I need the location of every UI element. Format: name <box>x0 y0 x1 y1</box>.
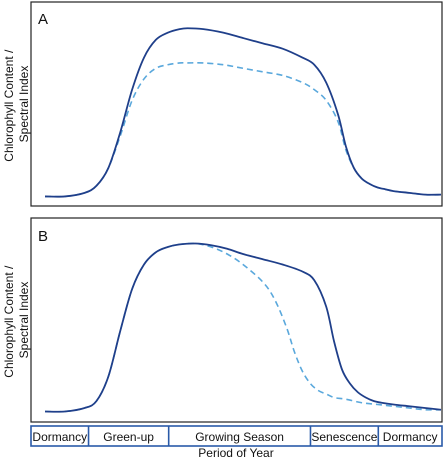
period-label-green-up: Green-up <box>103 430 154 444</box>
period-label-growing-season: Growing Season <box>195 430 284 444</box>
panel-b-label: B <box>38 228 48 245</box>
period-label-senescence: Senescence <box>311 430 377 444</box>
panel-a-solid-series-line <box>44 27 442 198</box>
panel-a-frame <box>30 1 443 207</box>
panel-b-solid-series-line <box>44 242 442 413</box>
period-label-dormancy: Dormancy <box>32 430 87 444</box>
panel-b-frame <box>30 217 443 423</box>
panel-b-ylabel: Chlorophyll Content / Spectral Index <box>2 262 31 377</box>
panel-a-plot-area <box>44 27 442 198</box>
period-bar: Dormancy Green-up Growing Season Senescence… <box>32 426 437 446</box>
x-axis-label: Period of Year <box>198 446 273 459</box>
period-label-dormancy: Dormancy <box>383 430 438 444</box>
panel-a-label: A <box>38 11 48 28</box>
panel-b-plot-area <box>44 242 442 413</box>
panel-a-ylabel: Chlorophyll Content / Spectral Index <box>2 46 31 161</box>
panel-b-dashed-series-line <box>44 242 442 413</box>
period-bar-frame <box>30 425 443 447</box>
